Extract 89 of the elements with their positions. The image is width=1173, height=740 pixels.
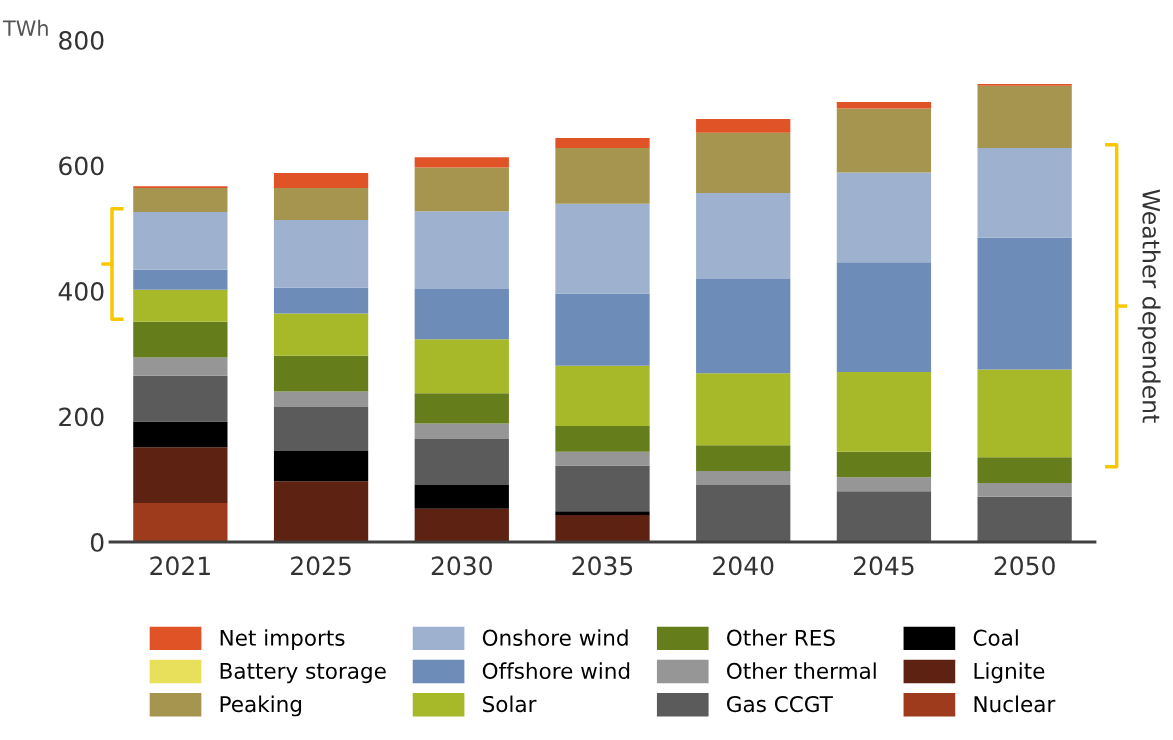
bar [555, 425, 650, 452]
bar [273, 313, 369, 356]
x-tick-label: 2030 [431, 556, 492, 576]
bar [273, 173, 369, 189]
legend-label: Other RES [727, 629, 835, 646]
bar [133, 321, 228, 358]
legend-label: Offshore wind [482, 662, 630, 680]
bar [836, 477, 932, 492]
bar [696, 193, 791, 280]
bar [696, 279, 791, 374]
bar [977, 237, 1072, 370]
y-tick-label: 400 [58, 281, 104, 301]
bar [977, 457, 1072, 484]
bar [273, 451, 369, 482]
bar [836, 172, 932, 263]
bar [555, 515, 650, 542]
bar [414, 211, 509, 290]
legend-label: Net imports [220, 629, 345, 651]
bar [133, 447, 228, 504]
legend-label: Battery storage [220, 663, 386, 684]
bar [836, 102, 932, 109]
bar [414, 439, 509, 485]
legend-label: Solar [483, 695, 537, 713]
bar [555, 203, 650, 294]
bar [414, 157, 509, 168]
bar [696, 132, 791, 194]
bar [273, 220, 369, 288]
bar [977, 483, 1072, 497]
bar [133, 421, 228, 448]
bar [273, 391, 369, 408]
bar [414, 289, 509, 340]
bar [133, 375, 228, 422]
bar [414, 423, 509, 440]
bar [555, 451, 650, 466]
bar [133, 503, 228, 542]
bar [977, 85, 1072, 148]
bar [836, 262, 932, 372]
bar [696, 373, 791, 446]
bar [273, 407, 369, 452]
x-tick-label: 2025 [291, 556, 351, 576]
bar [273, 355, 369, 392]
bar [977, 369, 1072, 458]
bar [133, 211, 228, 270]
bar [977, 496, 1072, 542]
bar [836, 108, 932, 173]
text: Weather dependent [1137, 189, 1161, 423]
legend-label: Onshore wind [482, 629, 628, 646]
bar [696, 484, 791, 542]
bar [696, 119, 791, 133]
bar [555, 511, 650, 516]
x-tick-label: 2050 [994, 556, 1055, 576]
bar [836, 451, 932, 478]
y-axis-title: TWh [2, 19, 48, 36]
bar [414, 508, 509, 542]
bar [836, 371, 932, 452]
legend-label: Lignite [974, 662, 1045, 684]
x-tick-label: 2040 [713, 556, 774, 576]
bar [133, 269, 228, 290]
y-tick-label: 800 [59, 30, 104, 50]
x-tick-label: 2035 [572, 556, 633, 576]
bar [555, 137, 650, 148]
bar [555, 293, 650, 366]
bar [555, 365, 650, 426]
bar [977, 147, 1072, 238]
legend-label: Peaking [220, 695, 302, 717]
bar [836, 491, 932, 542]
bar [414, 339, 509, 394]
bar [133, 289, 228, 322]
bar [133, 188, 228, 212]
legend-label: Nuclear [974, 695, 1056, 713]
y-tick-label: 600 [59, 156, 104, 176]
bar [273, 188, 369, 221]
x-tick-label: 2021 [150, 556, 210, 576]
bar [273, 481, 369, 542]
y-tick-label: 200 [59, 407, 104, 427]
legend-label: Gas CCGT [727, 695, 833, 713]
bar [696, 445, 791, 472]
bar [555, 465, 650, 512]
bar [414, 167, 509, 212]
legend-label: Coal [973, 629, 1018, 646]
y-tick-label: 0 [90, 532, 104, 552]
bar [555, 147, 650, 204]
bar [414, 393, 509, 424]
x-tick-label: 2045 [853, 556, 914, 576]
bar [696, 471, 791, 485]
bar [414, 484, 509, 509]
legend-label: Other thermal [727, 662, 876, 680]
bar [273, 287, 369, 314]
bar [133, 357, 228, 376]
